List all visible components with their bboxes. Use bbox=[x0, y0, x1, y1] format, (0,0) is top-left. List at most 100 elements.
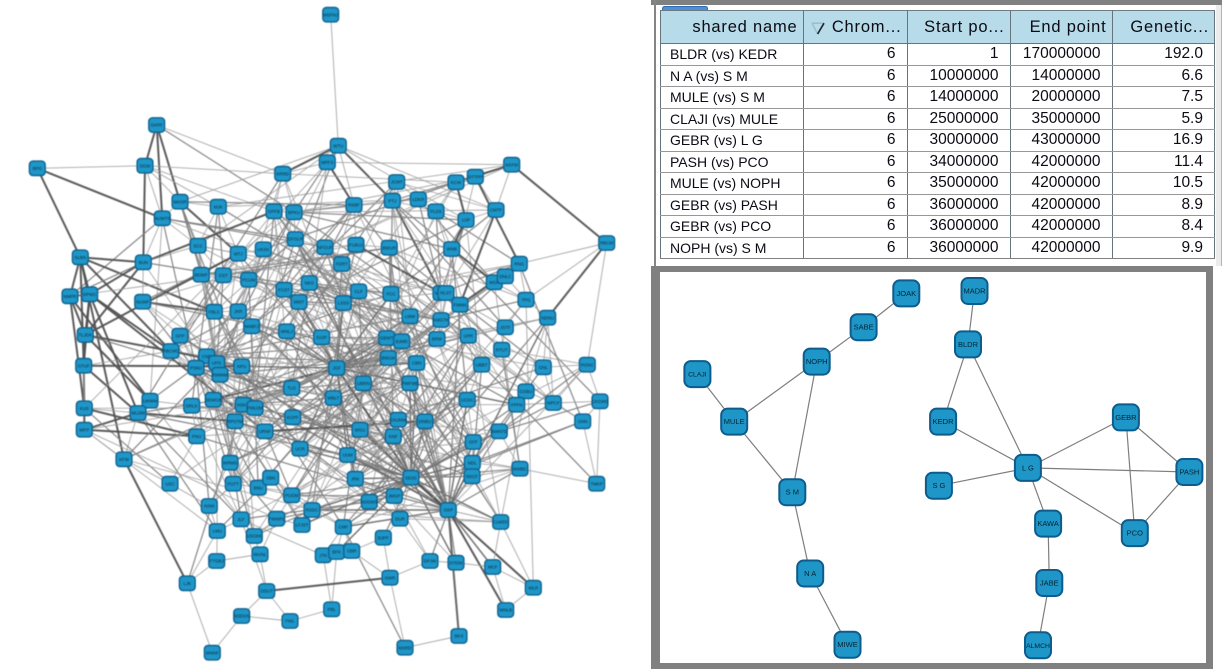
svg-text:FDRT: FDRT bbox=[336, 262, 348, 267]
svg-text:PCUM: PCUM bbox=[242, 277, 255, 282]
svg-text:SLBN: SLBN bbox=[75, 255, 86, 260]
svg-text:WRMS: WRMS bbox=[223, 460, 237, 465]
svg-text:WNLB: WNLB bbox=[499, 608, 512, 613]
svg-text:NSW: NSW bbox=[204, 504, 215, 509]
svg-text:NDNU: NDNU bbox=[541, 315, 554, 320]
svg-text:PUGM: PUGM bbox=[285, 493, 299, 498]
svg-text:DNLC: DNLC bbox=[499, 274, 511, 279]
svg-text:MGK: MGK bbox=[489, 280, 499, 285]
svg-text:CLAJI: CLAJI bbox=[688, 372, 707, 379]
svg-text:KFW: KFW bbox=[119, 457, 130, 462]
svg-text:UBBT: UBBT bbox=[476, 362, 488, 367]
svg-text:RLST: RLST bbox=[440, 291, 452, 296]
svg-text:UFG: UFG bbox=[212, 361, 222, 366]
svg-text:NFGUF: NFGUF bbox=[317, 245, 332, 250]
svg-text:MADR: MADR bbox=[963, 287, 986, 296]
svg-text:DTTPP: DTTPP bbox=[468, 174, 482, 179]
svg-text:FMNN: FMNN bbox=[454, 302, 467, 307]
svg-text:JCMT: JCMT bbox=[391, 180, 403, 185]
svg-text:GKRF: GKRF bbox=[151, 123, 164, 128]
svg-text:UJP: UJP bbox=[462, 218, 470, 223]
svg-text:RNG: RNG bbox=[514, 261, 524, 266]
svg-text:NPU: NPU bbox=[237, 364, 246, 369]
svg-text:BWUR: BWUR bbox=[383, 245, 396, 250]
svg-text:LJK: LJK bbox=[184, 581, 192, 586]
svg-text:CLWDC: CLWDC bbox=[493, 520, 509, 525]
svg-text:WGU: WGU bbox=[355, 427, 366, 432]
svg-text:KCW: KCW bbox=[451, 180, 462, 185]
svg-text:MSRD: MSRD bbox=[399, 645, 412, 650]
svg-text:JSTF: JSTF bbox=[500, 325, 511, 330]
svg-text:WNLJ: WNLJ bbox=[281, 329, 293, 334]
svg-text:UCR: UCR bbox=[295, 446, 305, 451]
svg-text:LWWM: LWWM bbox=[143, 398, 157, 403]
svg-text:WPCF: WPCF bbox=[547, 401, 560, 406]
svg-text:DNBU: DNBU bbox=[419, 419, 431, 424]
svg-text:SABE: SABE bbox=[854, 323, 874, 332]
svg-text:BLDR: BLDR bbox=[958, 340, 979, 349]
svg-text:UCDC: UCDC bbox=[461, 397, 474, 402]
svg-text:UUM: UUM bbox=[343, 453, 353, 458]
svg-text:UBRN: UBRN bbox=[357, 381, 369, 386]
svg-text:BWKFD: BWKFD bbox=[491, 429, 507, 434]
svg-text:WNB: WNB bbox=[447, 247, 457, 252]
svg-text:BKS: BKS bbox=[455, 634, 464, 639]
svg-text:NOPH: NOPH bbox=[806, 357, 828, 366]
svg-text:UKSK: UKSK bbox=[257, 247, 269, 252]
svg-text:PSMJ: PSMJ bbox=[190, 365, 202, 370]
svg-text:FCC: FCC bbox=[386, 291, 395, 296]
svg-text:DGM: DGM bbox=[140, 163, 151, 168]
svg-text:FLBUJ: FLBUJ bbox=[349, 242, 362, 247]
svg-text:RMWM: RMWM bbox=[213, 372, 228, 377]
svg-text:CLF: CLF bbox=[355, 289, 364, 294]
svg-text:ALMCH: ALMCH bbox=[1026, 643, 1050, 650]
svg-text:CBN: CBN bbox=[412, 361, 421, 366]
svg-text:NSDWS: NSDWS bbox=[361, 499, 377, 504]
svg-text:SCC: SCC bbox=[193, 243, 202, 248]
svg-text:PNU: PNU bbox=[192, 434, 201, 439]
svg-text:FCST: FCST bbox=[278, 287, 290, 292]
svg-text:DPJW: DPJW bbox=[424, 559, 437, 564]
svg-text:DRLK: DRLK bbox=[186, 403, 198, 408]
svg-text:DPWC: DPWC bbox=[83, 292, 96, 297]
svg-text:CMF: CMF bbox=[339, 525, 349, 530]
svg-text:DJJP: DJJP bbox=[316, 335, 327, 340]
svg-text:MSFNJ: MSFNJ bbox=[323, 12, 338, 17]
svg-text:WNNF: WNNF bbox=[206, 650, 219, 655]
svg-text:WMBC: WMBC bbox=[513, 466, 527, 471]
svg-text:RGNC: RGNC bbox=[581, 362, 594, 367]
svg-text:PBL: PBL bbox=[328, 607, 337, 612]
svg-text:GBWT: GBWT bbox=[380, 336, 393, 341]
svg-text:GNL: GNL bbox=[539, 365, 549, 370]
svg-text:LMU: LMU bbox=[213, 529, 222, 534]
svg-text:NUWF: NUWF bbox=[136, 299, 149, 304]
svg-text:MWT: MWT bbox=[294, 300, 305, 305]
svg-text:N A: N A bbox=[804, 569, 816, 578]
svg-text:KCPF: KCPF bbox=[287, 415, 299, 420]
svg-text:NSCF: NSCF bbox=[466, 474, 478, 479]
svg-text:GST: GST bbox=[219, 273, 228, 278]
svg-text:MULE: MULE bbox=[724, 417, 745, 426]
svg-text:DDWCK: DDWCK bbox=[205, 397, 222, 402]
svg-text:WBLT: WBLT bbox=[327, 396, 339, 401]
svg-text:FUTT: FUTT bbox=[228, 481, 240, 486]
svg-text:BPG: BPG bbox=[33, 166, 43, 171]
svg-text:KDKS: KDKS bbox=[237, 402, 249, 407]
svg-text:GNJNW: GNJNW bbox=[390, 417, 407, 422]
svg-text:RBCM: RBCM bbox=[600, 241, 613, 246]
svg-text:NMPR: NMPR bbox=[64, 294, 77, 299]
svg-text:CND: CND bbox=[202, 354, 212, 359]
svg-text:BWLW: BWLW bbox=[382, 356, 396, 361]
svg-text:GPFB: GPFB bbox=[268, 209, 280, 214]
svg-text:GEBR: GEBR bbox=[1115, 413, 1137, 422]
svg-text:KNF: KNF bbox=[389, 434, 398, 439]
svg-text:PASH: PASH bbox=[1179, 468, 1199, 477]
svg-text:BUN: BUN bbox=[139, 260, 148, 265]
svg-text:MTJ: MTJ bbox=[234, 251, 243, 256]
svg-text:FTGBJ: FTGBJ bbox=[210, 559, 224, 564]
svg-text:MPFS: MPFS bbox=[321, 160, 333, 165]
svg-text:WTU: WTU bbox=[333, 143, 343, 148]
svg-text:S M: S M bbox=[786, 488, 799, 497]
svg-text:KAWA: KAWA bbox=[1037, 519, 1059, 528]
svg-text:KRRD: KRRD bbox=[276, 171, 288, 176]
